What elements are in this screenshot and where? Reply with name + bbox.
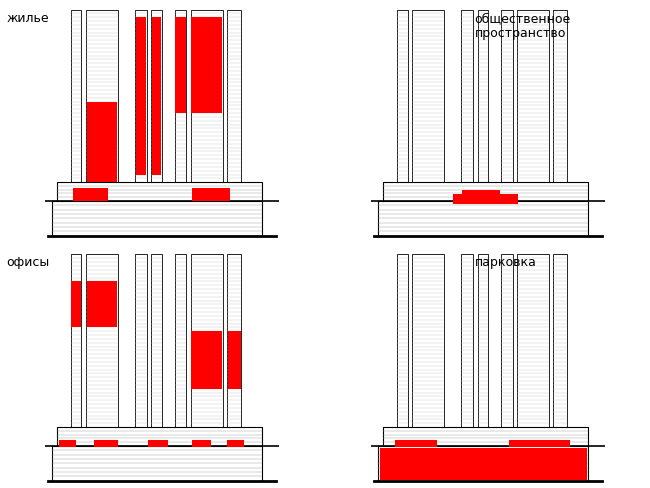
Bar xyxy=(509,440,570,447)
Bar xyxy=(191,10,222,182)
Bar xyxy=(378,201,588,236)
Bar xyxy=(383,182,588,201)
Bar xyxy=(553,255,567,427)
Bar xyxy=(151,255,162,427)
Bar xyxy=(397,10,408,182)
Bar xyxy=(59,440,75,447)
Bar xyxy=(135,17,146,175)
Bar xyxy=(73,188,108,201)
Bar xyxy=(517,10,549,182)
Bar xyxy=(86,102,117,182)
Bar xyxy=(462,190,500,195)
Bar xyxy=(86,255,118,427)
Bar xyxy=(192,17,222,113)
Bar xyxy=(175,17,186,113)
Bar xyxy=(192,188,229,201)
Bar xyxy=(86,10,118,182)
Bar xyxy=(412,10,444,182)
Bar xyxy=(397,255,408,427)
Bar xyxy=(478,255,488,427)
Bar xyxy=(52,446,262,481)
Text: общественное
пространство: общественное пространство xyxy=(474,12,571,40)
Bar xyxy=(501,10,513,182)
Bar xyxy=(462,10,473,182)
Bar xyxy=(453,194,519,204)
Bar xyxy=(71,255,81,427)
Bar xyxy=(57,427,262,446)
Bar xyxy=(478,10,488,182)
Bar xyxy=(192,331,222,389)
Bar xyxy=(175,255,187,427)
Bar xyxy=(57,182,262,201)
Bar xyxy=(501,255,513,427)
Bar xyxy=(383,427,588,446)
Text: офисы: офисы xyxy=(6,256,50,269)
Text: парковка: парковка xyxy=(474,256,536,269)
Bar xyxy=(412,255,444,427)
Bar xyxy=(227,440,244,447)
Bar xyxy=(191,255,222,427)
Bar xyxy=(148,440,168,447)
Bar xyxy=(227,331,240,389)
Bar xyxy=(151,10,162,182)
Bar xyxy=(72,282,81,327)
Bar xyxy=(135,255,147,427)
Bar xyxy=(553,10,567,182)
Bar xyxy=(135,10,147,182)
Bar xyxy=(94,440,118,447)
Bar xyxy=(152,17,161,175)
Bar xyxy=(192,440,211,447)
Bar xyxy=(175,10,187,182)
Bar xyxy=(378,446,588,481)
Bar xyxy=(380,447,588,480)
Bar xyxy=(227,10,241,182)
Bar xyxy=(52,201,262,236)
Bar xyxy=(395,440,437,447)
Bar xyxy=(86,282,117,327)
Bar xyxy=(517,255,549,427)
Bar xyxy=(227,255,241,427)
Text: жилье: жилье xyxy=(6,12,49,25)
Bar xyxy=(71,10,81,182)
Bar xyxy=(462,255,473,427)
